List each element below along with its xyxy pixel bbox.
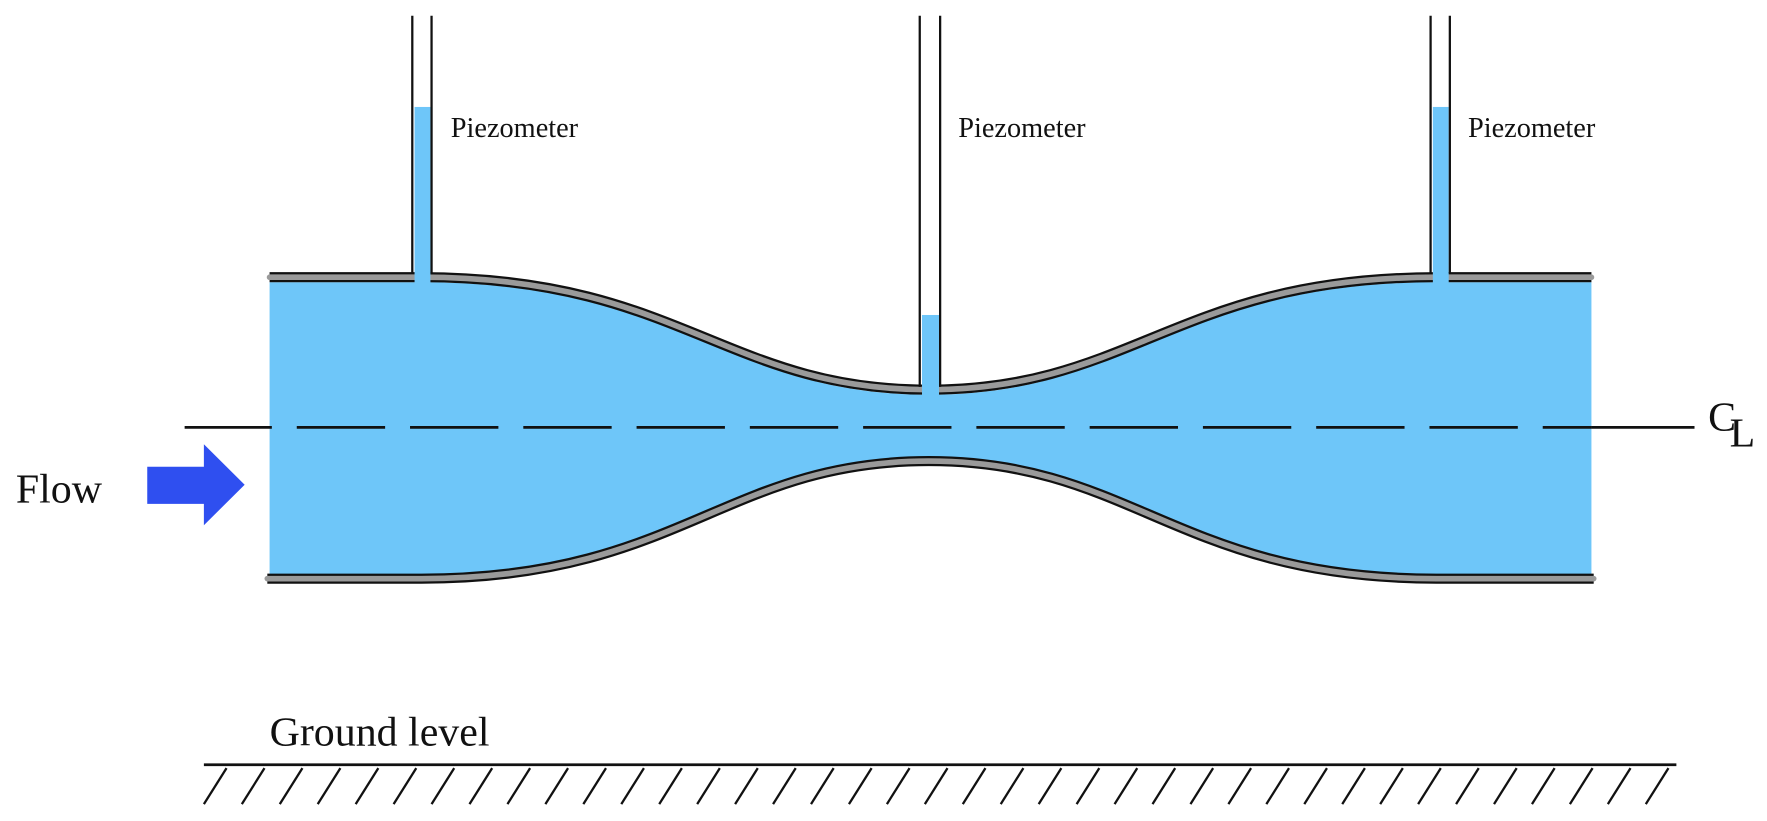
piezometer-label: Piezometer xyxy=(451,113,579,144)
tube-empty xyxy=(922,15,940,315)
hatch-line xyxy=(1113,767,1139,805)
hatch-line xyxy=(278,767,304,805)
tube-water xyxy=(922,314,940,399)
hatch-line xyxy=(620,767,645,805)
hatch-line xyxy=(1189,767,1215,805)
hatch-line xyxy=(1644,767,1670,805)
hatch-line xyxy=(1568,767,1594,805)
hatch-line xyxy=(240,767,266,805)
piezometer-label: Piezometer xyxy=(958,113,1086,144)
hatch-line xyxy=(430,767,456,805)
hatch-line xyxy=(1151,767,1177,805)
tube-walls xyxy=(411,15,1451,387)
hatch-line xyxy=(658,767,683,805)
hatch-line xyxy=(354,767,380,805)
hatch-line xyxy=(999,767,1025,805)
hatch-line xyxy=(885,767,911,805)
hatch-line xyxy=(1227,767,1253,805)
hatch-line xyxy=(506,767,532,805)
hatch-line xyxy=(316,767,342,805)
hatch-line xyxy=(1493,767,1518,805)
ground-hatching xyxy=(202,767,1670,805)
hatch-line xyxy=(772,767,797,805)
hatch-line xyxy=(923,767,949,805)
ground-label: Ground level xyxy=(270,710,490,756)
hatch-line xyxy=(582,767,607,805)
hatch-line xyxy=(1265,767,1290,805)
hatch-line xyxy=(696,767,721,805)
hatch-line xyxy=(847,767,873,805)
hatch-line xyxy=(468,767,494,805)
hatch-line xyxy=(1075,767,1101,805)
flow-arrow xyxy=(147,444,245,526)
hatch-line xyxy=(1303,767,1328,805)
hatch-line xyxy=(1341,767,1366,805)
hatch-line xyxy=(1531,767,1556,805)
tube-empty xyxy=(1432,15,1449,107)
hatch-line xyxy=(392,767,418,805)
centerline-symbol-c: C xyxy=(1708,395,1736,441)
tube-water xyxy=(1432,106,1449,290)
hatch-line xyxy=(1417,767,1442,805)
bottom-wall xyxy=(264,458,1597,582)
hatch-line xyxy=(734,767,759,805)
hatch-line xyxy=(961,767,987,805)
hatch-line xyxy=(1037,767,1063,805)
flow-label: Flow xyxy=(16,467,102,513)
hatch-line xyxy=(544,767,570,805)
hatch-line xyxy=(1606,767,1632,805)
hatch-line xyxy=(810,767,835,805)
hatch-line xyxy=(202,767,228,805)
centerline-symbol-l: L xyxy=(1730,411,1756,457)
tube-empty xyxy=(414,15,431,107)
piezometer-label: Piezometer xyxy=(1468,113,1596,144)
tube-water xyxy=(414,106,431,290)
hatch-line xyxy=(1455,767,1480,805)
hatch-line xyxy=(1379,767,1404,805)
